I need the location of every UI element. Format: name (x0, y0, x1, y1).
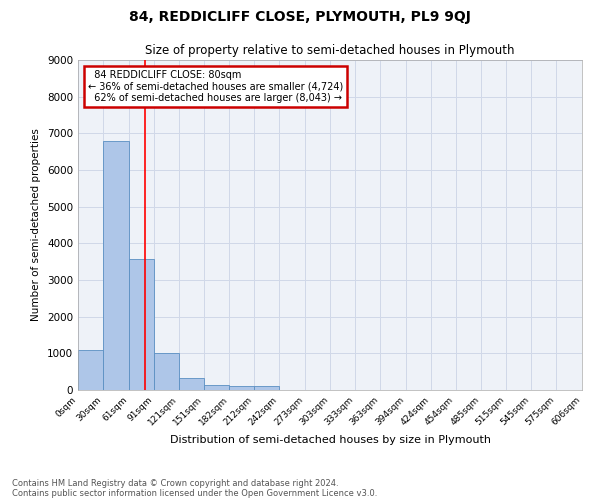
X-axis label: Distribution of semi-detached houses by size in Plymouth: Distribution of semi-detached houses by … (170, 436, 491, 446)
Bar (103, 140, 129, 390)
Bar (129, 260, 154, 390)
Bar (78, 350, 103, 390)
Bar (229, 386, 254, 390)
Bar (254, 386, 279, 390)
Bar (203, 385, 229, 390)
Text: 84 REDDICLIFF CLOSE: 80sqm
← 36% of semi-detached houses are smaller (4,724)
  6: 84 REDDICLIFF CLOSE: 80sqm ← 36% of semi… (88, 70, 343, 103)
Title: Size of property relative to semi-detached houses in Plymouth: Size of property relative to semi-detach… (145, 44, 515, 58)
Bar (154, 354, 179, 390)
Text: Contains HM Land Registry data © Crown copyright and database right 2024.: Contains HM Land Registry data © Crown c… (12, 478, 338, 488)
Text: 84, REDDICLIFF CLOSE, PLYMOUTH, PL9 9QJ: 84, REDDICLIFF CLOSE, PLYMOUTH, PL9 9QJ (129, 10, 471, 24)
Bar (179, 378, 203, 390)
Y-axis label: Number of semi-detached properties: Number of semi-detached properties (31, 128, 41, 322)
Text: Contains public sector information licensed under the Open Government Licence v3: Contains public sector information licen… (12, 488, 377, 498)
